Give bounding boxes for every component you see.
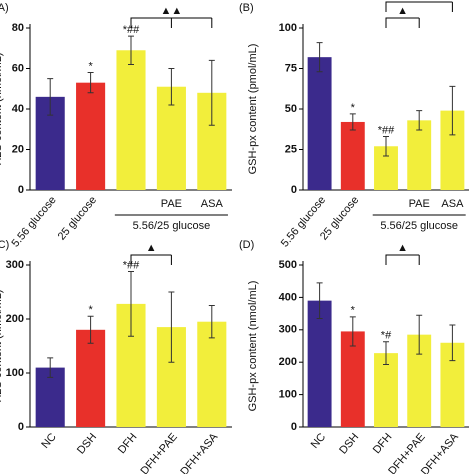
bar bbox=[76, 82, 106, 190]
x-tick-label: 5.56 glucose bbox=[9, 194, 58, 250]
y-tick-label: 0 bbox=[291, 184, 297, 196]
x-tick-label: DFH bbox=[371, 431, 395, 456]
bar bbox=[374, 146, 398, 190]
significance-label: *# bbox=[381, 330, 392, 342]
x-tick-label: NC bbox=[309, 431, 328, 451]
comparison-label: ▲ bbox=[397, 242, 408, 254]
y-axis-label: GSH-px content (nmol/mL) bbox=[247, 281, 259, 412]
y-tick-label: 60 bbox=[12, 62, 24, 74]
y-tick-label: 400 bbox=[279, 291, 297, 303]
x-tick-label: PAE bbox=[161, 198, 182, 210]
y-tick-label: 25 bbox=[285, 143, 297, 155]
error-bar bbox=[349, 113, 356, 131]
comparison-label: ▲ bbox=[397, 5, 408, 17]
bar bbox=[307, 57, 332, 190]
error-bar bbox=[316, 42, 323, 73]
significance-label: * bbox=[351, 102, 356, 114]
comparison-bracket bbox=[130, 254, 172, 265]
comparison-label: ▲ bbox=[146, 242, 157, 254]
y-tick-label: 200 bbox=[6, 313, 24, 325]
significance-label: * bbox=[88, 304, 93, 316]
bar bbox=[76, 329, 106, 427]
comparison-bracket bbox=[385, 1, 453, 12]
bar bbox=[116, 50, 146, 191]
y-tick-label: 80 bbox=[12, 22, 24, 34]
x-tick-label: NC bbox=[39, 431, 58, 451]
error-bar bbox=[208, 305, 215, 339]
panel-label: (B) bbox=[239, 2, 254, 14]
y-tick-label: 100 bbox=[279, 389, 297, 401]
bar bbox=[407, 120, 432, 190]
bar bbox=[307, 300, 332, 427]
error-bar bbox=[208, 59, 215, 126]
bar bbox=[407, 334, 432, 427]
error-bar bbox=[449, 85, 456, 136]
x-tick-label: ASA bbox=[441, 198, 464, 210]
error-bar bbox=[87, 315, 94, 344]
significance-label: *## bbox=[123, 259, 140, 271]
y-tick-label: 500 bbox=[279, 259, 297, 271]
x-tick-label: DFH bbox=[116, 431, 140, 456]
error-bar bbox=[47, 78, 54, 116]
error-bar bbox=[349, 316, 356, 347]
panel-label: (D) bbox=[239, 239, 254, 251]
comparison-bracket bbox=[130, 17, 213, 28]
y-tick-label: 200 bbox=[279, 356, 297, 368]
x-tick-label: PAE bbox=[409, 198, 430, 210]
bar bbox=[197, 321, 227, 427]
x-tick-label: 25 glucose bbox=[56, 194, 99, 242]
error-bar bbox=[449, 324, 456, 362]
y-tick-label: 100 bbox=[279, 22, 297, 34]
y-tick-label: 50 bbox=[285, 103, 297, 115]
error-bar bbox=[383, 341, 389, 365]
y-tick-label: 40 bbox=[12, 103, 24, 115]
significance-label: * bbox=[88, 60, 93, 72]
y-tick-label: 75 bbox=[285, 62, 297, 74]
y-tick-label: 0 bbox=[18, 421, 24, 433]
significance-label: *## bbox=[378, 124, 395, 136]
y-tick-label: 300 bbox=[6, 259, 24, 271]
y-tick-label: 20 bbox=[12, 143, 24, 155]
x-tick-label: DSH bbox=[337, 431, 361, 457]
error-bar bbox=[316, 282, 323, 319]
y-axis-label: H2S content (nmol/mL) bbox=[0, 289, 4, 402]
x-tick-label: DFH+ASA bbox=[178, 431, 220, 474]
error-bar bbox=[47, 357, 54, 378]
bar bbox=[440, 342, 465, 427]
group-label: 5.56/25 glucose bbox=[133, 220, 211, 232]
error-bar bbox=[416, 110, 423, 131]
error-bar bbox=[128, 270, 134, 337]
x-tick-label: ASA bbox=[201, 198, 224, 210]
bar bbox=[340, 121, 365, 190]
panel-label: (C) bbox=[0, 239, 9, 251]
bar bbox=[374, 353, 398, 427]
comparison-label: ▲▲ bbox=[408, 0, 430, 1]
error-bar bbox=[383, 136, 389, 157]
group-label: 5.56/25 glucose bbox=[380, 220, 458, 232]
significance-label: * bbox=[351, 305, 356, 317]
error-bar bbox=[128, 35, 134, 65]
x-tick-label: DFH+PAE bbox=[138, 431, 179, 474]
y-axis-label: H2S content (nmol/mL) bbox=[0, 52, 4, 165]
x-tick-label: 5.56 glucose bbox=[279, 194, 328, 250]
y-tick-label: 0 bbox=[18, 184, 24, 196]
error-bar bbox=[168, 291, 175, 363]
comparison-label: ▲▲ bbox=[161, 5, 183, 17]
error-bar bbox=[168, 68, 175, 106]
x-tick-label: DSH bbox=[75, 431, 99, 457]
y-axis-label: GSH-px content (pmol/mL) bbox=[247, 44, 259, 175]
error-bar bbox=[87, 72, 94, 94]
panel-label: (A) bbox=[0, 2, 9, 14]
bar bbox=[340, 331, 365, 427]
bar bbox=[440, 110, 465, 190]
comparison-bracket bbox=[385, 254, 420, 265]
significance-label: *## bbox=[123, 24, 140, 36]
comparison-bracket bbox=[385, 17, 420, 28]
error-bar bbox=[416, 314, 423, 355]
y-tick-label: 100 bbox=[6, 367, 24, 379]
y-tick-label: 0 bbox=[291, 421, 297, 433]
y-tick-label: 300 bbox=[279, 324, 297, 336]
